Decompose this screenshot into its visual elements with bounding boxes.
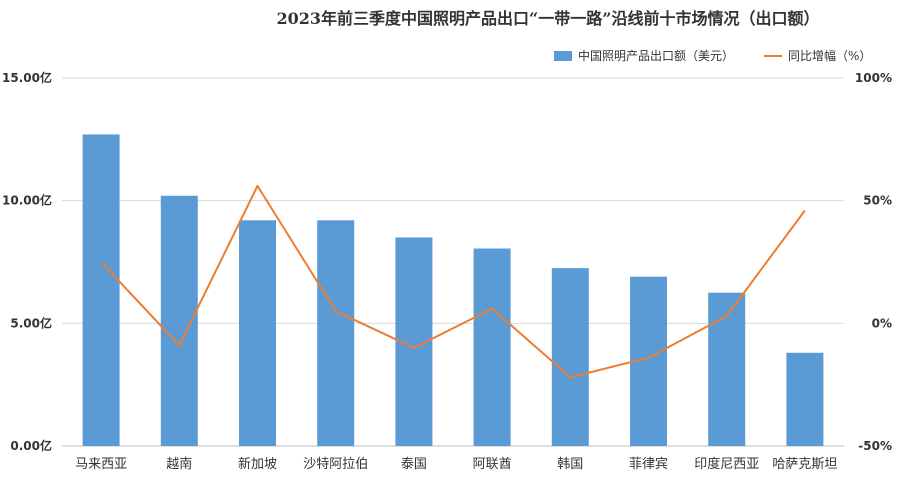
line-series xyxy=(100,184,806,379)
bar-series xyxy=(82,134,824,446)
x-tick-label: 哈萨克斯坦 xyxy=(772,457,837,472)
legend-line-label: 同比增幅（%） xyxy=(788,48,871,63)
y-left-tick-label: 10.00亿 xyxy=(2,193,52,208)
bar xyxy=(786,352,824,446)
x-tick-label: 韩国 xyxy=(557,457,583,472)
y-right-tick-label: -50% xyxy=(858,439,892,453)
y-right-tick-label: 0% xyxy=(872,316,892,330)
x-tick-label: 马来西亚 xyxy=(75,457,127,472)
legend-bar-swatch xyxy=(554,51,572,61)
y-right-tick-label: 100% xyxy=(855,71,892,85)
legend: 中国照明产品出口额（美元） 同比增幅（%） xyxy=(554,48,871,63)
y-right-axis: -50% 0% 50% 100% xyxy=(855,71,892,453)
x-tick-label: 沙特阿拉伯 xyxy=(303,457,368,472)
legend-bar-label: 中国照明产品出口额（美元） xyxy=(578,48,734,63)
x-tick-label: 菲律宾 xyxy=(629,456,668,472)
bar xyxy=(82,134,120,446)
y-left-tick-label: 0.00亿 xyxy=(10,438,52,453)
bar xyxy=(708,292,746,446)
bar xyxy=(317,220,355,446)
y-left-axis: 0.00亿 5.00亿 10.00亿 15.00亿 xyxy=(2,70,52,453)
x-tick-label: 泰国 xyxy=(401,457,427,472)
x-tick-label: 印度尼西亚 xyxy=(694,456,759,472)
y-right-tick-label: 50% xyxy=(863,194,892,208)
y-left-tick-label: 15.00亿 xyxy=(2,70,52,85)
x-tick-label: 阿联酋 xyxy=(473,456,512,472)
chart-title: 2023年前三季度中国照明产品出口“一带一路”沿线前十市场情况（出口额） xyxy=(277,9,820,28)
series-line xyxy=(100,184,806,379)
bar xyxy=(239,220,276,446)
bar xyxy=(551,268,589,446)
y-left-tick-label: 5.00亿 xyxy=(10,315,52,330)
bar xyxy=(473,248,511,446)
x-tick-label: 新加坡 xyxy=(238,456,277,472)
x-axis: 马来西亚 越南 新加坡 沙特阿拉伯 泰国 阿联酋 韩国 菲律宾 印度尼西亚 哈萨克斯坦 xyxy=(75,456,837,472)
x-tick-label: 越南 xyxy=(166,456,192,472)
